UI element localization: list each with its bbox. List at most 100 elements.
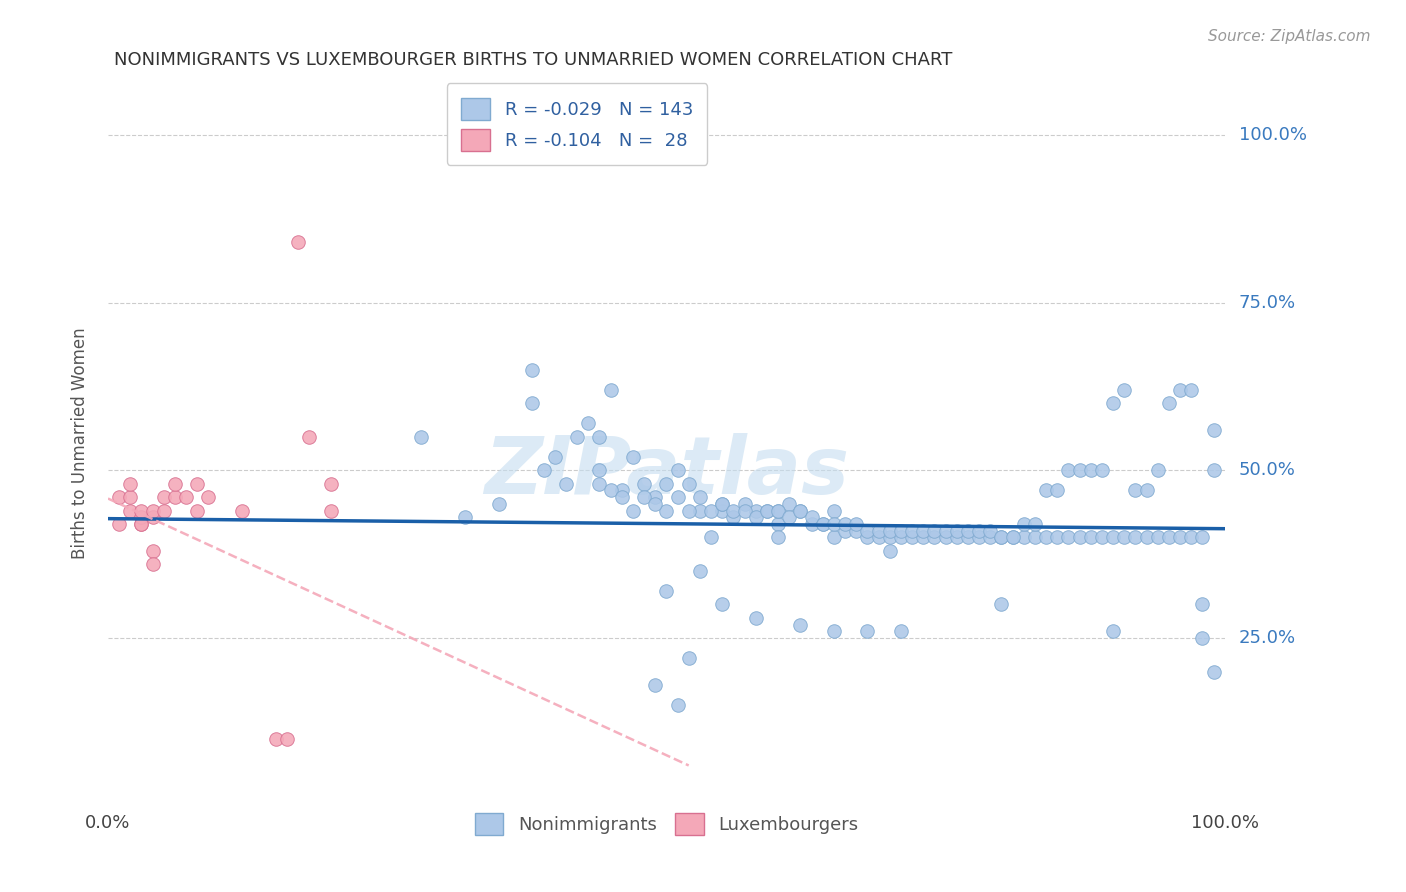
Point xyxy=(990,530,1012,544)
Point xyxy=(755,503,778,517)
Point xyxy=(990,598,1012,612)
Point xyxy=(264,731,287,746)
Point xyxy=(666,490,689,504)
Point xyxy=(766,516,789,531)
Point xyxy=(131,516,153,531)
Point xyxy=(108,516,131,531)
Point xyxy=(766,503,789,517)
Point xyxy=(142,503,165,517)
Point xyxy=(890,624,912,639)
Point xyxy=(588,463,610,477)
Point xyxy=(789,503,811,517)
Point xyxy=(845,524,868,538)
Point xyxy=(565,430,588,444)
Point xyxy=(979,530,1001,544)
Point xyxy=(186,476,208,491)
Point xyxy=(1157,530,1180,544)
Point xyxy=(912,524,935,538)
Point xyxy=(163,490,186,504)
Text: NONIMMIGRANTS VS LUXEMBOURGER BIRTHS TO UNMARRIED WOMEN CORRELATION CHART: NONIMMIGRANTS VS LUXEMBOURGER BIRTHS TO … xyxy=(114,51,952,69)
Point xyxy=(1135,530,1157,544)
Point xyxy=(945,524,967,538)
Point xyxy=(924,524,946,538)
Point xyxy=(131,510,153,524)
Point xyxy=(1180,383,1202,397)
Point xyxy=(1135,483,1157,498)
Point xyxy=(789,617,811,632)
Point xyxy=(901,524,924,538)
Point xyxy=(610,490,633,504)
Point xyxy=(1057,530,1080,544)
Point xyxy=(287,235,309,250)
Point xyxy=(1202,423,1225,437)
Point xyxy=(1080,530,1102,544)
Point xyxy=(1001,530,1024,544)
Point xyxy=(1035,483,1057,498)
Point xyxy=(800,516,823,531)
Point xyxy=(599,483,621,498)
Point xyxy=(678,476,700,491)
Point xyxy=(544,450,567,464)
Point xyxy=(766,503,789,517)
Point xyxy=(879,544,901,558)
Point xyxy=(856,524,879,538)
Point xyxy=(142,510,165,524)
Point xyxy=(298,430,321,444)
Point xyxy=(1191,530,1213,544)
Point xyxy=(811,516,834,531)
Point xyxy=(1191,598,1213,612)
Point xyxy=(744,503,766,517)
Point xyxy=(890,524,912,538)
Point xyxy=(1091,463,1114,477)
Point xyxy=(845,516,868,531)
Point xyxy=(967,530,990,544)
Point xyxy=(778,510,800,524)
Point xyxy=(120,490,142,504)
Point xyxy=(1024,516,1046,531)
Point xyxy=(823,516,845,531)
Point xyxy=(644,490,666,504)
Point xyxy=(633,476,655,491)
Point xyxy=(610,483,633,498)
Point xyxy=(868,530,890,544)
Point xyxy=(734,497,756,511)
Text: 100.0%: 100.0% xyxy=(1239,126,1306,144)
Point xyxy=(734,503,756,517)
Point xyxy=(1157,396,1180,410)
Point xyxy=(1202,665,1225,679)
Point xyxy=(901,530,924,544)
Point xyxy=(1125,530,1147,544)
Point xyxy=(644,497,666,511)
Point xyxy=(1035,530,1057,544)
Point xyxy=(778,497,800,511)
Y-axis label: Births to Unmarried Women: Births to Unmarried Women xyxy=(72,327,89,559)
Point xyxy=(856,624,879,639)
Point xyxy=(856,530,879,544)
Point xyxy=(935,524,957,538)
Point xyxy=(488,497,510,511)
Point xyxy=(644,678,666,692)
Point xyxy=(153,503,176,517)
Point xyxy=(186,503,208,517)
Point xyxy=(834,524,856,538)
Point xyxy=(890,530,912,544)
Point xyxy=(321,476,343,491)
Text: ZIPatlas: ZIPatlas xyxy=(484,434,849,511)
Point xyxy=(533,463,555,477)
Point xyxy=(120,503,142,517)
Point xyxy=(1102,396,1125,410)
Point xyxy=(142,544,165,558)
Point xyxy=(967,524,990,538)
Point xyxy=(1057,463,1080,477)
Point xyxy=(1202,463,1225,477)
Point xyxy=(153,490,176,504)
Point xyxy=(1080,463,1102,477)
Point xyxy=(1125,483,1147,498)
Point xyxy=(689,564,711,578)
Point xyxy=(1024,530,1046,544)
Point xyxy=(1069,530,1091,544)
Point xyxy=(868,524,890,538)
Point xyxy=(1102,530,1125,544)
Point xyxy=(454,510,477,524)
Point xyxy=(700,530,723,544)
